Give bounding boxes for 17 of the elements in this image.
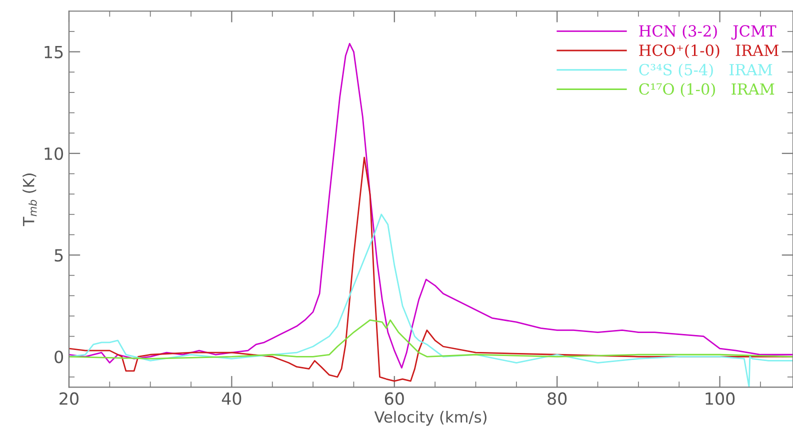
legend-label: HCO⁺(1-0) IRAM bbox=[639, 44, 778, 58]
y-tick-label: 5 bbox=[54, 249, 63, 262]
y-tick-label: 15 bbox=[44, 46, 63, 58]
x-tick-label: 20 bbox=[60, 392, 78, 405]
legend-label: C¹⁷O (1-0) IRAM bbox=[639, 82, 774, 97]
y-axis-title: T$_{mb}$ (K) bbox=[22, 174, 37, 226]
x-axis-title: Velocity (km/s) bbox=[374, 410, 486, 426]
y-tick-label: 10 bbox=[44, 147, 64, 160]
y-tick-label: 0 bbox=[54, 350, 64, 364]
x-tick-label: 80 bbox=[548, 392, 567, 405]
line-series bbox=[68, 42, 793, 369]
legend-label: C³⁴S (5-4) IRAM bbox=[639, 64, 772, 78]
legend-label: HCN (3-2) JCMT bbox=[639, 24, 776, 40]
x-tick-label: 100 bbox=[706, 392, 735, 405]
line-series bbox=[68, 319, 793, 360]
x-tick-label: 40 bbox=[222, 392, 242, 405]
x-tick-label: 60 bbox=[384, 392, 404, 405]
